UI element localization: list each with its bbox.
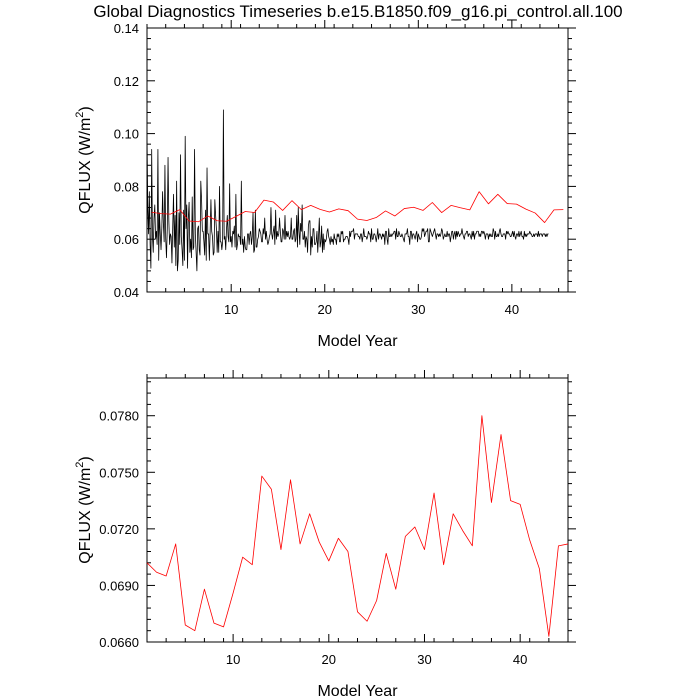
plot-frame (146, 377, 569, 643)
x-axis-label: Model Year (317, 683, 398, 700)
y-tick-label: 0.0780 (99, 409, 139, 424)
y-tick-label: 0.04 (114, 285, 139, 300)
x-tick-label: 10 (224, 302, 238, 317)
x-tick-label: 20 (322, 652, 336, 667)
top-panel: 10 20 30 40 0.04 0.06 0.08 0.10 0.12 0.14 Model Ye… (74, 20, 576, 350)
y-tick-label: 0.14 (114, 21, 139, 36)
y-tick-label: 0.10 (114, 127, 139, 142)
y-tick-label: 0.0750 (99, 465, 139, 480)
chart-title: Global Diagnostics Timeseries b.e15.B185… (93, 2, 622, 21)
x-tick-label: 20 (318, 302, 332, 317)
x-axis-label: Model Year (317, 333, 398, 350)
series-line (146, 415, 569, 637)
y-tick-label: 0.08 (114, 179, 139, 194)
bottom-panel: 10 20 30 40 0.0660 0.0690 0.0720 0.0750 0.0780 Mo… (74, 370, 576, 700)
x-tick-label: 30 (411, 302, 425, 317)
x-tick-label: 40 (505, 302, 519, 317)
x-tick-label: 10 (226, 652, 240, 667)
y-tick-label: 0.12 (114, 74, 139, 89)
plot-frame (146, 27, 569, 293)
y-tick-label: 0.0660 (99, 635, 139, 650)
y-axis-label: QFLUX (W/m2) (74, 106, 94, 213)
y-tick-label: 0.0720 (99, 522, 139, 537)
y-tick-label: 0.0690 (99, 578, 139, 593)
y-axis-label: QFLUX (W/m2) (74, 456, 94, 563)
x-tick-label: 30 (417, 652, 431, 667)
series-line (146, 109, 549, 272)
series-line (151, 191, 564, 223)
x-tick-label: 40 (513, 652, 527, 667)
y-tick-label: 0.06 (114, 232, 139, 247)
